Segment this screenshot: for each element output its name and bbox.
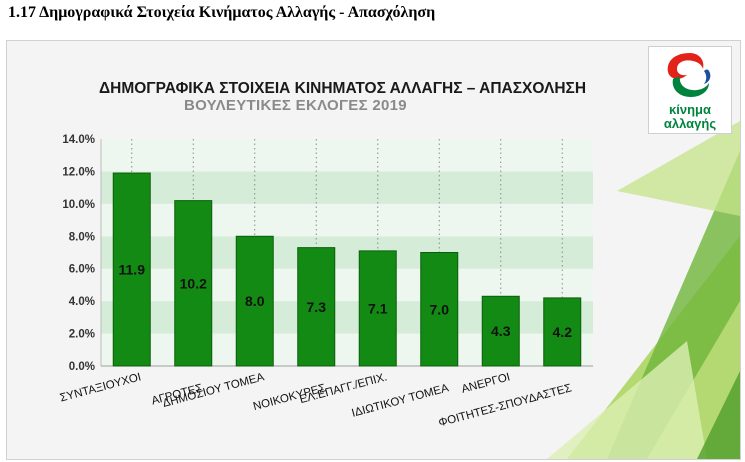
bar-value-label: 7.3 <box>307 299 327 315</box>
bar <box>297 247 336 367</box>
category-label: ΣΥΝΤΑΞΙΟΥΧΟΙ <box>59 371 143 404</box>
chart-slide: ΔΗΜΟΓΡΑΦΙΚΑ ΣΤΟΙΧΕΙΑ ΚΙΝΗΜΑΤΟΣ ΑΛΛΑΓΗΣ –… <box>6 40 741 460</box>
slide-background <box>547 121 740 459</box>
bar <box>543 297 582 367</box>
kinima-allagis-logo: κίνημα αλλαγής <box>648 46 732 134</box>
y-tick-label: 10.0% <box>62 199 95 211</box>
chart-subtitle: ΒΟΥΛΕΥΤΙΚΕΣ ΕΚΛΟΓΕΣ 2019 <box>184 97 407 114</box>
bar <box>481 295 520 367</box>
bar <box>358 250 397 367</box>
category-label: ΑΝΕΡΓΟΙ <box>460 371 511 395</box>
bar-value-label: 10.2 <box>180 275 207 291</box>
y-tick-label: 2.0% <box>69 329 95 341</box>
y-tick-label: 8.0% <box>69 231 95 243</box>
y-tick-label: 0.0% <box>69 361 95 373</box>
y-tick-label: 4.0% <box>69 296 95 308</box>
logo-text-line2: αλλαγής <box>663 116 717 131</box>
grid-band <box>101 171 593 204</box>
bar-chart: 0.0% 2.0% 4.0% 6.0% 8.0% 10.0% 12.0% 14.0% 11.9 Σ… <box>59 134 593 429</box>
bar-value-label: 8.0 <box>245 293 265 309</box>
grid-band <box>101 139 593 172</box>
category-label: ΦΟΙΤΗΤΕΣ-ΣΠΟΥΔΑΣΤΕΣ <box>437 382 573 429</box>
chart-title: ΔΗΜΟΓΡΑΦΙΚΑ ΣΤΟΙΧΕΙΑ ΚΙΝΗΜΑΤΟΣ ΑΛΛΑΓΗΣ –… <box>99 80 587 97</box>
bar <box>420 252 459 367</box>
bar <box>235 235 274 367</box>
bar-value-label: 7.0 <box>430 301 450 317</box>
section-heading: 1.17 Δημογραφικά Στοιχεία Κινήματος Αλλα… <box>8 4 436 21</box>
bar-value-label: 4.3 <box>491 323 511 339</box>
y-tick-label: 14.0% <box>62 134 95 146</box>
bar <box>112 172 151 367</box>
bar <box>174 200 213 367</box>
y-tick-label: 6.0% <box>69 264 95 276</box>
logo-mark <box>667 53 711 97</box>
logo-text-line1: κίνημα <box>669 102 711 117</box>
bar-value-label: 7.1 <box>368 300 388 316</box>
bar-value-label: 11.9 <box>119 262 146 278</box>
bar-value-label: 4.2 <box>553 324 573 340</box>
y-tick-label: 12.0% <box>62 166 95 178</box>
